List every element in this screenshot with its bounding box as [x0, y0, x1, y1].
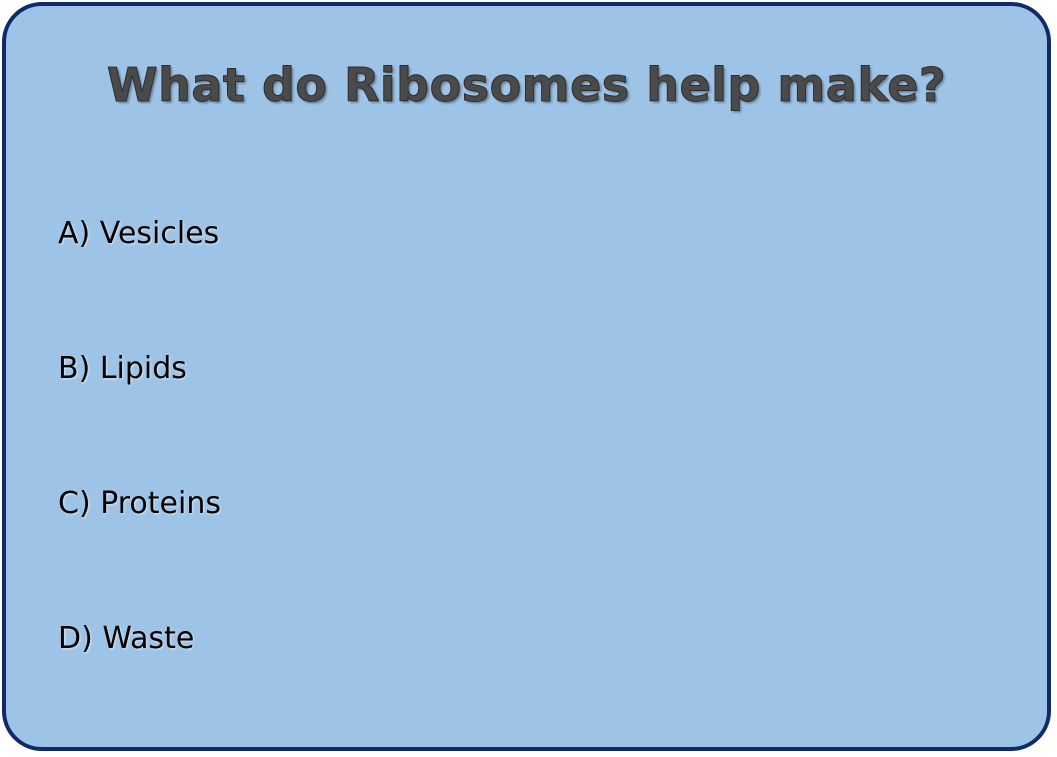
- answer-option-d[interactable]: D) Waste: [58, 621, 195, 656]
- answer-option-a[interactable]: A) Vesicles: [58, 216, 220, 251]
- answer-option-c[interactable]: C) Proteins: [58, 486, 221, 521]
- question-title: What do Ribosomes help make?: [106, 58, 947, 113]
- answer-option-b[interactable]: B) Lipids: [58, 351, 187, 386]
